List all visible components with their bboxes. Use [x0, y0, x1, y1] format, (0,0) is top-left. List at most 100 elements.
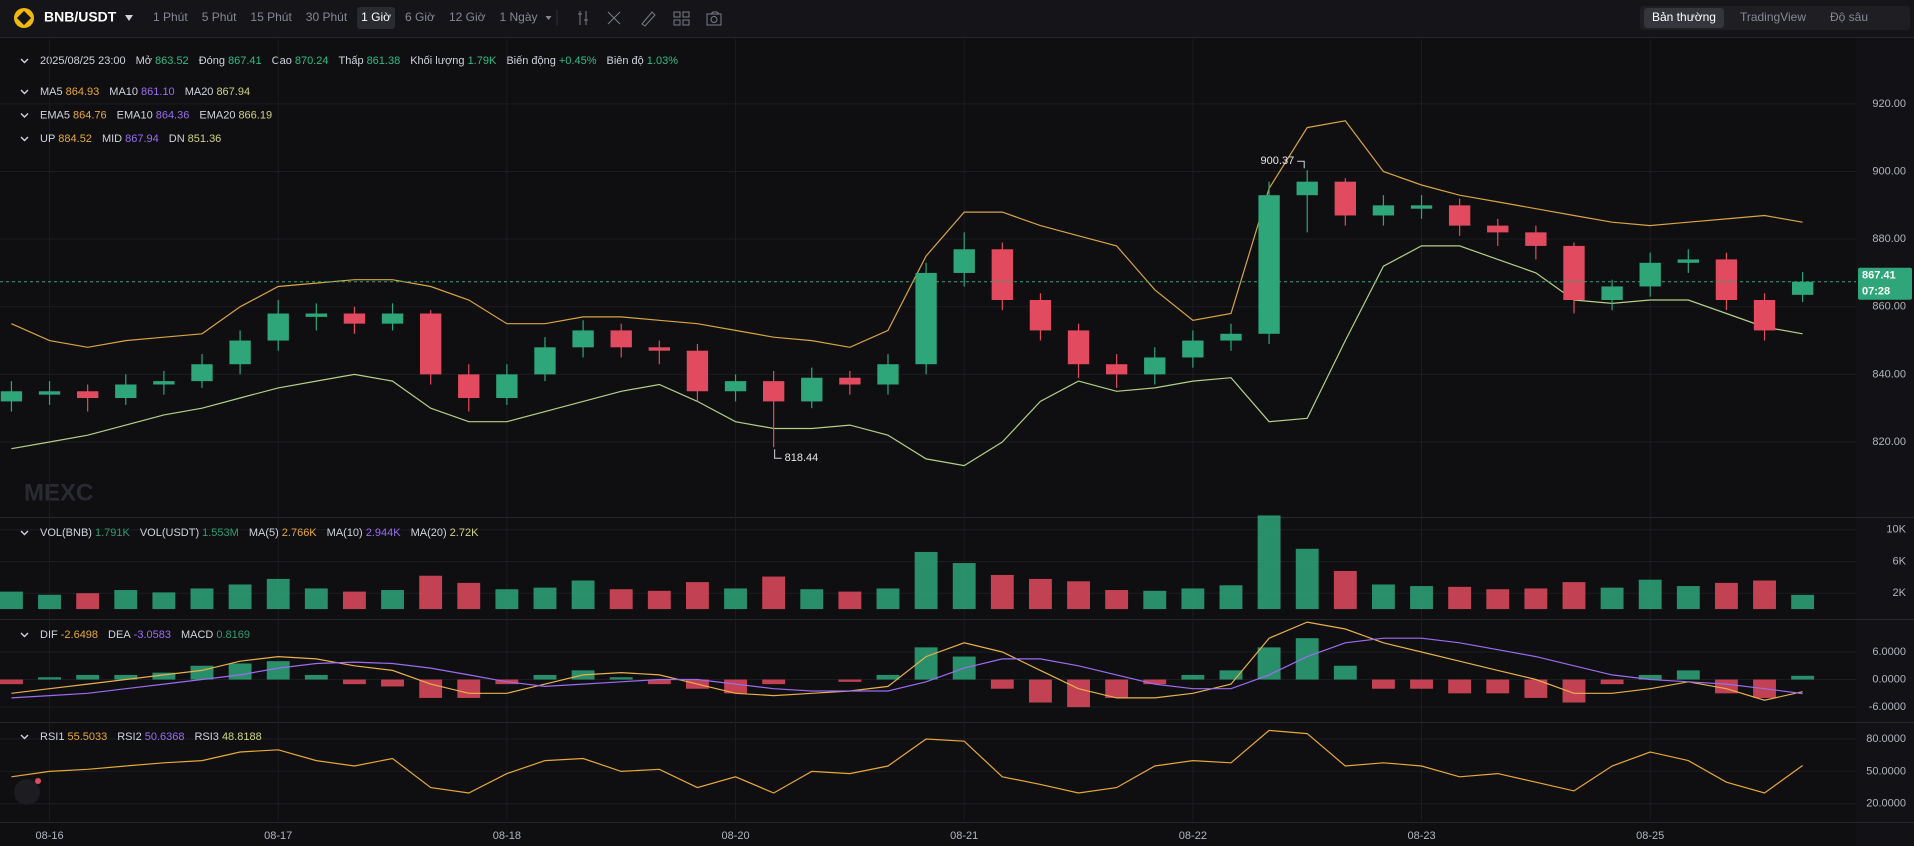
- macd-bar: [1028, 679, 1052, 703]
- interval-button[interactable]: 1 Giờ: [361, 10, 391, 24]
- candle-body: [1067, 330, 1090, 365]
- x-tick-label: 08-21: [950, 830, 978, 842]
- legend-value: 2.72K: [450, 527, 479, 539]
- volume-bar: [1143, 590, 1167, 610]
- macd-bar: [1295, 638, 1319, 680]
- macd-bar: [76, 674, 100, 680]
- annotation: 900.37: [1261, 155, 1295, 167]
- candle-body: [153, 381, 175, 385]
- symbol[interactable]: BNB/USDT: [44, 9, 117, 25]
- interval-button[interactable]: 15 Phút: [250, 10, 292, 24]
- candle-body: [1334, 181, 1356, 216]
- band-line: [11, 245, 1803, 467]
- volume-bar: [1219, 585, 1243, 610]
- candle-body: [1410, 205, 1433, 209]
- volume-bar: [1676, 586, 1700, 610]
- legend-value: 864.36: [156, 109, 190, 121]
- volume-bar: [0, 591, 23, 610]
- candle-body: [305, 313, 327, 317]
- tool-icons: [556, 10, 722, 27]
- view-button[interactable]: Bản thường: [1652, 10, 1716, 24]
- x-tick-label: 08-25: [1636, 830, 1664, 842]
- price-axis-bg: [1856, 38, 1914, 846]
- collapse-toggle: [20, 530, 29, 536]
- legend-label: VOL(BNB): [40, 527, 92, 539]
- info-label: Cao: [272, 55, 292, 67]
- candle-body: [534, 347, 556, 375]
- volume-bar: [266, 578, 290, 610]
- view-button[interactable]: Độ sâu: [1830, 10, 1868, 24]
- logo-mark: [16, 10, 32, 26]
- volume-bar: [1600, 587, 1624, 610]
- candle-body: [1525, 232, 1547, 246]
- candle-body: [1144, 357, 1166, 375]
- y-tick-label: 50.0000: [1866, 765, 1906, 777]
- macd-bar: [152, 672, 176, 680]
- y-tick-label: 880.00: [1872, 233, 1906, 245]
- info-label: Thấp: [338, 55, 363, 67]
- interval-button[interactable]: 30 Phút: [306, 10, 348, 24]
- candle-body: [915, 272, 937, 365]
- camera-lens: [710, 16, 718, 23]
- legend-label: RSI1: [40, 731, 64, 743]
- view-button[interactable]: TradingView: [1740, 10, 1806, 24]
- interval-button[interactable]: 1 Phút: [153, 10, 188, 24]
- legend-value: 884.52: [58, 133, 92, 145]
- y-tick-label: 2K: [1893, 587, 1907, 599]
- legend-label: MID: [102, 133, 122, 145]
- volume-bar: [1181, 588, 1205, 610]
- legend-label: RSI3: [194, 731, 218, 743]
- volume-bar: [1714, 582, 1738, 610]
- volume-bar: [1028, 578, 1052, 610]
- candle-type-icon[interactable]: [578, 11, 588, 25]
- info-value: 870.24: [295, 55, 329, 67]
- volume-bar: [381, 590, 404, 610]
- candle-body: [496, 374, 518, 399]
- y-tick-label: 80.0000: [1866, 733, 1906, 745]
- volume-bar: [876, 588, 900, 610]
- candle-body: [0, 391, 23, 402]
- screenshot-icon[interactable]: [706, 11, 722, 26]
- volume-bar: [1067, 581, 1090, 610]
- macd-bar: [1448, 679, 1472, 694]
- settings-button[interactable]: [14, 779, 40, 805]
- interval-button[interactable]: 12 Giờ: [449, 10, 486, 24]
- symbol-caret[interactable]: [125, 15, 133, 21]
- legend-label: MA(5): [249, 527, 279, 539]
- volume-bar: [1448, 586, 1472, 610]
- volume-bar: [609, 589, 633, 610]
- candle-body: [229, 340, 251, 365]
- y-tick-label: 900.00: [1872, 165, 1906, 177]
- info-label: Đóng: [199, 55, 225, 67]
- interval-button[interactable]: 1 Ngày: [500, 10, 538, 24]
- interval-button[interactable]: 6 Giờ: [405, 10, 435, 24]
- candle-body: [953, 249, 975, 273]
- volume-bar: [838, 591, 862, 610]
- candle-body: [572, 330, 594, 348]
- macd-bar: [838, 679, 862, 682]
- layout-icon[interactable]: [673, 11, 690, 26]
- volume-bar: [419, 575, 443, 610]
- macd-bar: [762, 679, 786, 685]
- volume-bar: [304, 588, 328, 610]
- candle-body: [1182, 340, 1204, 358]
- legend-value: 1.791K: [95, 527, 131, 539]
- candle-body: [1791, 281, 1814, 295]
- y-tick-label: 840.00: [1872, 368, 1906, 380]
- macd-bar: [419, 679, 443, 698]
- collapse-toggle: [20, 89, 29, 95]
- candle-body: [419, 313, 442, 375]
- draw-icon[interactable]: [641, 11, 656, 27]
- x-tick-label: 08-22: [1179, 830, 1207, 842]
- legend-label: DEA: [108, 629, 131, 641]
- legend-value: 48.8188: [222, 731, 262, 743]
- macd-bar: [457, 679, 481, 698]
- legend-label: EMA20: [199, 109, 235, 121]
- plot-layer: 1 Phút 5 Phút 15 Phút 30 Phút 1 Giờ 6 Giờ 12 G…: [0, 7, 1912, 842]
- volume-bar: [1486, 589, 1510, 610]
- volume-bar: [1410, 586, 1433, 610]
- interval-button[interactable]: 5 Phút: [202, 10, 237, 24]
- indicator-icon[interactable]: [607, 11, 621, 25]
- x-tick-label: 08-20: [721, 830, 749, 842]
